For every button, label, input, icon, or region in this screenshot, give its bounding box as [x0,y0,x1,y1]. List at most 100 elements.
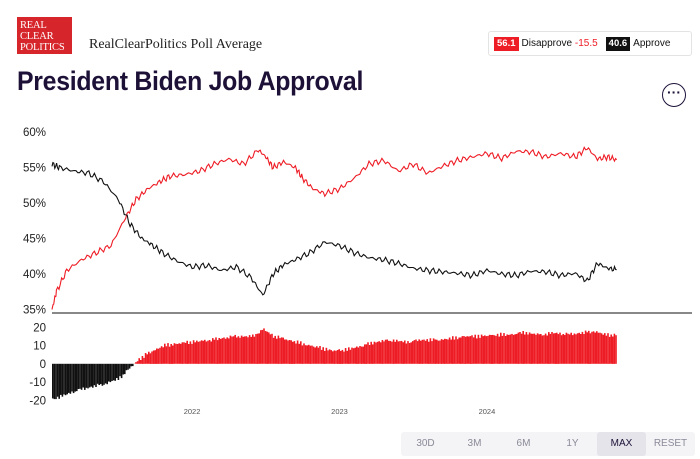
spread-bar [600,333,603,364]
spread-bar [204,339,206,364]
spread-bar [423,339,425,364]
spread-bar [509,334,512,364]
spread-bar [205,341,208,364]
spread-bar [168,346,171,364]
range-button-30d[interactable]: 30D [416,438,435,449]
spread-bar [175,343,177,364]
spread-bar [132,363,134,367]
chart-menu-button[interactable]: ··· [662,83,686,107]
spread-bar [413,340,416,364]
spread-bar [77,363,80,389]
spread-bar [296,340,299,364]
spread-bar [300,341,302,364]
spread-bar [240,335,243,364]
spread-bar [245,336,248,364]
spread-bar [368,345,371,364]
spread-bar [135,362,137,364]
spread-bar [258,333,260,364]
spread-bar [560,335,563,364]
spread-bar [490,335,492,364]
spread-bar [466,336,468,364]
spread-bar [213,339,216,364]
logo-line-3: POLITICS [20,42,65,53]
range-button-reset[interactable]: RESET [653,438,688,449]
spread-bar [210,341,212,364]
spread-bar [231,336,233,364]
spread-bar [380,342,382,364]
spread-bar [570,332,572,364]
spread-bar [503,333,505,364]
spread-bar [474,334,476,364]
spread-bar [312,346,315,364]
spread-bar [576,333,579,364]
spread-bar [332,351,334,364]
spread-bar [402,342,404,364]
spread-bar [455,336,457,364]
spread-bar [141,356,144,364]
range-button-1y[interactable]: 1Y [566,438,579,449]
approval-line-chart: 60% 55% 50% 45% 40% 35% [23,127,692,316]
spread-bar [287,340,289,364]
spread-bar [375,342,377,364]
spread-bar [607,333,609,364]
spread-bar [167,343,169,364]
spread-bar [416,341,419,364]
spread-bar [440,339,443,364]
spread-bar [365,344,368,364]
spread-bar [90,363,92,387]
rcp-logo[interactable]: REAL CLEAR POLITICS [17,17,72,54]
spread-bar [266,331,268,364]
spread-bar [200,340,203,364]
spread-bar [546,335,548,364]
spread-bar [220,338,222,364]
spread-bar [157,348,160,364]
spread-bar [148,351,150,364]
spread-bar [183,342,185,364]
chart-legend: 56.1 Disapprove -15.5 40.6 Approve [488,31,692,56]
spread-bar [223,337,225,364]
spread-bar [370,341,372,364]
spread-bar [317,347,320,364]
spread-bar [114,363,116,381]
spread-bar [263,328,265,364]
spread-bar [407,341,409,364]
spread-bar [122,363,124,375]
spread-bar [124,363,126,375]
spread-bar [610,334,612,364]
spread-bar [520,333,523,364]
spread-bar [149,353,152,364]
spread-bar [485,336,488,364]
spread-bar [120,363,123,379]
spread-bar [264,331,267,364]
spread-bar [282,337,284,364]
spread-bar [333,350,336,364]
range-button-6m[interactable]: 6M [516,438,531,449]
spread-y-tick-label: 20 [33,322,46,334]
spread-bar [431,341,433,364]
spread-bar [487,335,489,364]
spread-bar [207,340,209,364]
spread-y-tick-label: -10 [29,377,46,389]
range-button-max[interactable]: MAX [597,432,646,456]
spread-bar [159,347,161,364]
spread-bar [453,339,456,364]
spread-bar [543,335,545,364]
range-button-3m[interactable]: 3M [467,438,482,449]
spread-bar [479,337,481,364]
spread-bar [516,333,518,364]
spread-bar [573,333,576,364]
spread-bar [244,336,246,364]
spread-bar [565,332,568,364]
spread-bar [69,363,72,394]
spread-bar [364,344,366,364]
spread-bar [284,339,286,364]
spread-bar [127,363,129,370]
spread-bar [386,339,388,364]
spread-bar [552,333,555,364]
spread-bar [442,339,444,364]
spread-bar-chart: 20 10 0 -10 -20 2022 2023 2024 [29,322,617,416]
spread-bar [96,363,99,384]
spread-bar [528,332,531,364]
spread-bar [452,336,454,364]
spread-bar [532,333,534,364]
